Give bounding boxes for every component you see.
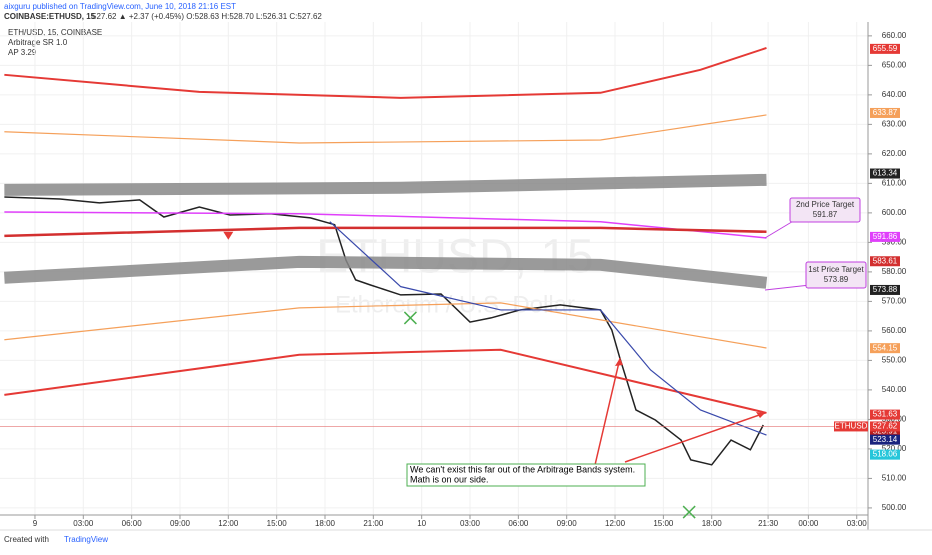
- band-line: [329, 221, 767, 436]
- x-tick-label: 03:00: [460, 519, 481, 528]
- x-tick-label: 12:00: [605, 519, 626, 528]
- signal-marker: [403, 311, 417, 325]
- y-tick-label: 650.00: [882, 60, 907, 69]
- last-price-tag: [870, 421, 900, 432]
- price-tag: [870, 231, 900, 242]
- footer: Created with: [4, 535, 49, 544]
- price-tag: [870, 434, 900, 445]
- y-tick-label: 540.00: [882, 385, 907, 394]
- x-tick-label: 10: [417, 519, 426, 528]
- x-tick-label: 09:00: [557, 519, 578, 528]
- publisher: aixguru published on TradingView.com, Ju…: [4, 2, 236, 11]
- y-tick-label: 640.00: [882, 90, 907, 99]
- band-line: [4, 47, 767, 99]
- callout-value: 591.87: [813, 210, 838, 219]
- callout-pointer: [764, 219, 796, 239]
- arrow: [624, 412, 766, 463]
- y-tick-label: 600.00: [882, 208, 907, 217]
- price-tag-label: 523.14: [873, 435, 898, 444]
- band-line: [4, 226, 767, 238]
- callout-title: 1st Price Target: [808, 265, 864, 274]
- price-tag-label: 573.88: [873, 285, 898, 294]
- price-tag: [870, 43, 900, 54]
- symbol: COINBASE:ETHUSD, 15: [4, 12, 96, 21]
- note: We can't exist this far out of the Arbit…: [410, 464, 635, 474]
- callout-value: 573.89: [824, 275, 849, 284]
- x-tick-label: 9: [33, 519, 38, 528]
- price-tag-label: 655.59: [873, 44, 898, 53]
- x-tick-label: 06:00: [508, 519, 529, 528]
- y-tick-label: 610.00: [882, 178, 907, 187]
- x-tick-label: 15:00: [653, 519, 674, 528]
- quote: 527.62 ▲ +2.37 (+0.45%) O:528.63 H:528.7…: [92, 12, 322, 21]
- footer-brand: TradingView: [64, 535, 108, 544]
- band-line: [4, 302, 767, 349]
- y-tick-label: 570.00: [882, 297, 907, 306]
- y-tick-label: 550.00: [882, 356, 907, 365]
- price-tag-label: 591.86: [873, 232, 898, 241]
- price-line: [4, 196, 764, 466]
- callout: [789, 197, 861, 223]
- price-tag-label: 613.34: [873, 169, 898, 178]
- x-tick-label: 12:00: [218, 519, 239, 528]
- band-line: [4, 173, 767, 196]
- y-tick-label: 510.00: [882, 474, 907, 483]
- callout: [805, 261, 867, 289]
- price-tag-label: 583.61: [873, 256, 898, 265]
- x-tick-label: 03:00: [73, 519, 94, 528]
- price-tag: [870, 409, 900, 420]
- x-tick-label: 03:00: [847, 519, 868, 528]
- callout-pointer: [764, 284, 811, 291]
- x-tick-label: 21:30: [758, 519, 779, 528]
- last-price-tag: [834, 421, 868, 432]
- band-line: [4, 114, 767, 144]
- note: Math is on our side.: [410, 474, 489, 484]
- y-tick-label: 520.00: [882, 444, 907, 453]
- x-tick-label: 00:00: [798, 519, 819, 528]
- price-tag: [870, 343, 900, 354]
- price-tag-label: 531.63: [873, 410, 898, 419]
- y-tick-label: 660.00: [882, 31, 907, 40]
- signal-marker: [223, 231, 234, 240]
- y-tick-label: 620.00: [882, 149, 907, 158]
- x-tick-label: 18:00: [315, 519, 336, 528]
- y-tick-label: 630.00: [882, 119, 907, 128]
- price-tag: [870, 284, 900, 295]
- last-price-label: 527.62: [873, 422, 898, 431]
- x-tick-label: 15:00: [267, 519, 288, 528]
- x-tick-label: 06:00: [122, 519, 143, 528]
- price-tag: [870, 107, 900, 118]
- x-tick-label: 18:00: [702, 519, 723, 528]
- price-tag-label: 554.15: [873, 343, 898, 352]
- note-box: [406, 463, 646, 487]
- price-tag: [870, 256, 900, 267]
- callout-title: 2nd Price Target: [796, 200, 855, 209]
- band-line: [4, 348, 767, 414]
- band-line: [4, 255, 768, 289]
- y-tick-label: 590.00: [882, 237, 907, 246]
- price-tag-label: 633.87: [873, 108, 898, 117]
- price-tag: [870, 426, 900, 437]
- legend: ETH/USD, 15, COINBASE: [8, 28, 102, 37]
- watermark: Ethereum / U.S. Dollar: [335, 291, 575, 318]
- y-tick-label: 500.00: [882, 503, 907, 512]
- price-tag: [870, 168, 900, 179]
- y-tick-label: 560.00: [882, 326, 907, 335]
- legend: AP 3.29: [8, 48, 37, 57]
- x-tick-label: 09:00: [170, 519, 191, 528]
- signal-marker: [682, 505, 696, 519]
- price-tag: [870, 449, 900, 460]
- price-tag-label: 518.06: [873, 450, 898, 459]
- legend: Arbitrage SR 1.0: [8, 38, 68, 47]
- x-tick-label: 21:00: [363, 519, 384, 528]
- arrow: [594, 357, 621, 466]
- last-price-name: ETHUSD: [835, 422, 868, 431]
- y-tick-label: 580.00: [882, 267, 907, 276]
